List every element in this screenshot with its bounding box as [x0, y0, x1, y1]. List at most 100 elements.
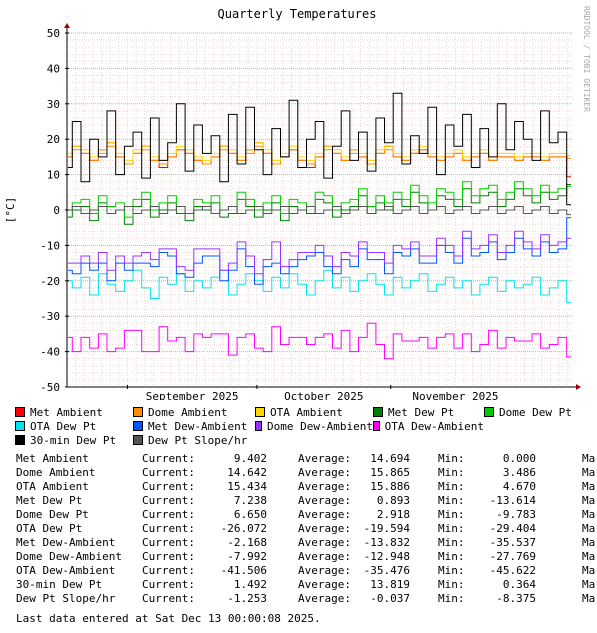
stat-name: Met Ambient: [16, 452, 89, 465]
stat-name: OTA Ambient: [16, 480, 89, 493]
x-axis-arrow: [576, 384, 581, 390]
legend-swatch: [373, 421, 380, 431]
stat-average: 14.694: [370, 452, 410, 465]
legend-item: Dome Dew Pt: [484, 405, 584, 419]
legend-label: OTA Dew-Ambient: [384, 419, 484, 433]
series-layer: [68, 92, 571, 360]
legend-swatch: [255, 421, 263, 431]
legend-label: Met Dew-Ambient: [148, 419, 248, 433]
stat-current: -7.992: [227, 550, 267, 563]
stat-label-average: Average:: [298, 452, 351, 465]
y-tick-label: -40: [40, 346, 60, 359]
stat-current: -26.072: [220, 522, 267, 535]
x-tick-labels: September 2025 October 2025 November 2025: [146, 390, 499, 400]
legend-row: Met Ambient Dome Ambient OTA Ambient Met De…: [15, 405, 597, 419]
stat-label-max: Ma: [582, 466, 596, 479]
stat-average: -35.476: [363, 564, 410, 577]
stat-average: -0.037: [370, 592, 410, 605]
stat-label-current: Current:: [142, 480, 195, 493]
stat-average: 0.893: [376, 494, 410, 507]
stat-label-current: Current:: [142, 550, 195, 563]
legend-label: 30-min Dew Pt: [30, 433, 117, 447]
stat-label-max: Ma: [582, 494, 596, 507]
stat-label-current: Current:: [142, 564, 195, 577]
stat-label-max: Ma: [582, 592, 596, 605]
stat-label-min: Min:: [438, 522, 465, 535]
stat-name: Met Dew Pt: [16, 494, 83, 507]
stat-label-min: Min:: [438, 536, 465, 549]
stat-label-average: Average:: [298, 508, 351, 521]
y-tick-labels: 50 40 30 20 10 0 -10 -20 -30 -40 -50: [40, 27, 60, 394]
stats-row: OTA Ambient Current: 15.434 Average: 15.886 M…: [16, 480, 597, 494]
series-line-dew-pt-slope-hr: [68, 206, 571, 216]
stat-name: Dome Dew-Ambient: [16, 550, 122, 563]
legend-row: OTA Dew Pt Met Dew-Ambient Dome Dew-Ambien…: [15, 419, 597, 433]
watermark: RRDTOOL / TOBI OETIKER: [582, 6, 591, 112]
stats-row: Met Ambient Current: 9.402 Average: 14.694 Mi…: [16, 452, 597, 466]
y-tick-label: 20: [47, 133, 60, 146]
series-line-met-dew-pt: [68, 184, 571, 225]
x-tick-label: November 2025: [412, 390, 498, 400]
stats-row: Met Dew Pt Current: 7.238 Average: 0.893 Min:…: [16, 494, 597, 508]
stat-name: OTA Dew-Ambient: [16, 564, 116, 577]
legend-label: Dew Pt Slope/hr: [148, 433, 248, 447]
stat-name: Met Dew-Ambient: [16, 536, 116, 549]
stats-row: Dew Pt Slope/hr Current: -1.253 Average: -0.…: [16, 592, 597, 606]
y-axis-label: [°C]: [4, 197, 17, 224]
series-line-dome-dew-ambient: [68, 230, 571, 275]
stat-current: -2.168: [227, 536, 267, 549]
legend-swatch: [133, 435, 143, 445]
legend-item: OTA Dew-Ambient: [373, 419, 484, 433]
stat-label-min: Min:: [438, 466, 465, 479]
stat-min: -27.769: [489, 550, 536, 563]
stat-min: -29.404: [489, 522, 536, 535]
legend-swatch: [255, 407, 265, 417]
stat-label-average: Average:: [298, 494, 351, 507]
stat-current: 1.492: [233, 578, 267, 591]
y-axis-arrow: [64, 23, 70, 28]
stats-row: 30-min Dew Pt Current: 1.492 Average: 13.819…: [16, 578, 597, 592]
stats-row: Dome Ambient Current: 14.642 Average: 15.865…: [16, 466, 597, 480]
legend-item: Met Dew-Ambient: [133, 419, 255, 433]
y-tick-label: -20: [40, 275, 60, 288]
stat-min: 3.486: [502, 466, 536, 479]
y-tick-label: 10: [47, 169, 60, 182]
x-tick-label: September 2025: [146, 390, 239, 400]
stat-min: 0.364: [502, 578, 536, 591]
stat-label-average: Average:: [298, 480, 351, 493]
series-line-30-min-dew-pt: [68, 92, 571, 206]
series-line-ota-dew-ambient: [68, 322, 571, 360]
stat-name: 30-min Dew Pt: [16, 578, 103, 591]
stat-label-average: Average:: [298, 522, 351, 535]
stat-current: -1.253: [227, 592, 267, 605]
stat-current: -41.506: [220, 564, 267, 577]
legend-label: Dome Dew Pt: [499, 405, 572, 419]
stat-average: 15.865: [370, 466, 410, 479]
stats-row: OTA Dew Pt Current: -26.072 Average: -19.594…: [16, 522, 597, 536]
stat-label-current: Current:: [142, 592, 195, 605]
stat-label-average: Average:: [298, 592, 351, 605]
stat-label-min: Min:: [438, 452, 465, 465]
stats-row: OTA Dew-Ambient Current: -41.506 Average: -3…: [16, 564, 597, 578]
stats-table: Met Ambient Current: 9.402 Average: 14.694 Mi…: [16, 452, 597, 606]
stat-current: 15.434: [227, 480, 267, 493]
legend-item: 30-min Dew Pt: [15, 433, 133, 447]
stat-label-current: Current:: [142, 536, 195, 549]
stat-label-average: Average:: [298, 536, 351, 549]
stat-label-min: Min:: [438, 564, 465, 577]
stat-label-max: Ma: [582, 550, 596, 563]
stat-label-average: Average:: [298, 550, 351, 563]
legend-label: OTA Ambient: [270, 405, 343, 419]
stat-current: 7.238: [233, 494, 267, 507]
y-tick-label: 40: [47, 62, 60, 75]
stats-row: Met Dew-Ambient Current: -2.168 Average: -13…: [16, 536, 597, 550]
stat-label-average: Average:: [298, 578, 351, 591]
legend-swatch: [373, 407, 383, 417]
legend: Met Ambient Dome Ambient OTA Ambient Met De…: [15, 405, 597, 447]
stat-label-current: Current:: [142, 494, 195, 507]
stat-label-max: Ma: [582, 564, 596, 577]
legend-row: 30-min Dew Pt Dew Pt Slope/hr: [15, 433, 597, 447]
legend-item: OTA Dew Pt: [15, 419, 133, 433]
legend-item: Met Ambient: [15, 405, 133, 419]
stat-current: 6.650: [233, 508, 267, 521]
